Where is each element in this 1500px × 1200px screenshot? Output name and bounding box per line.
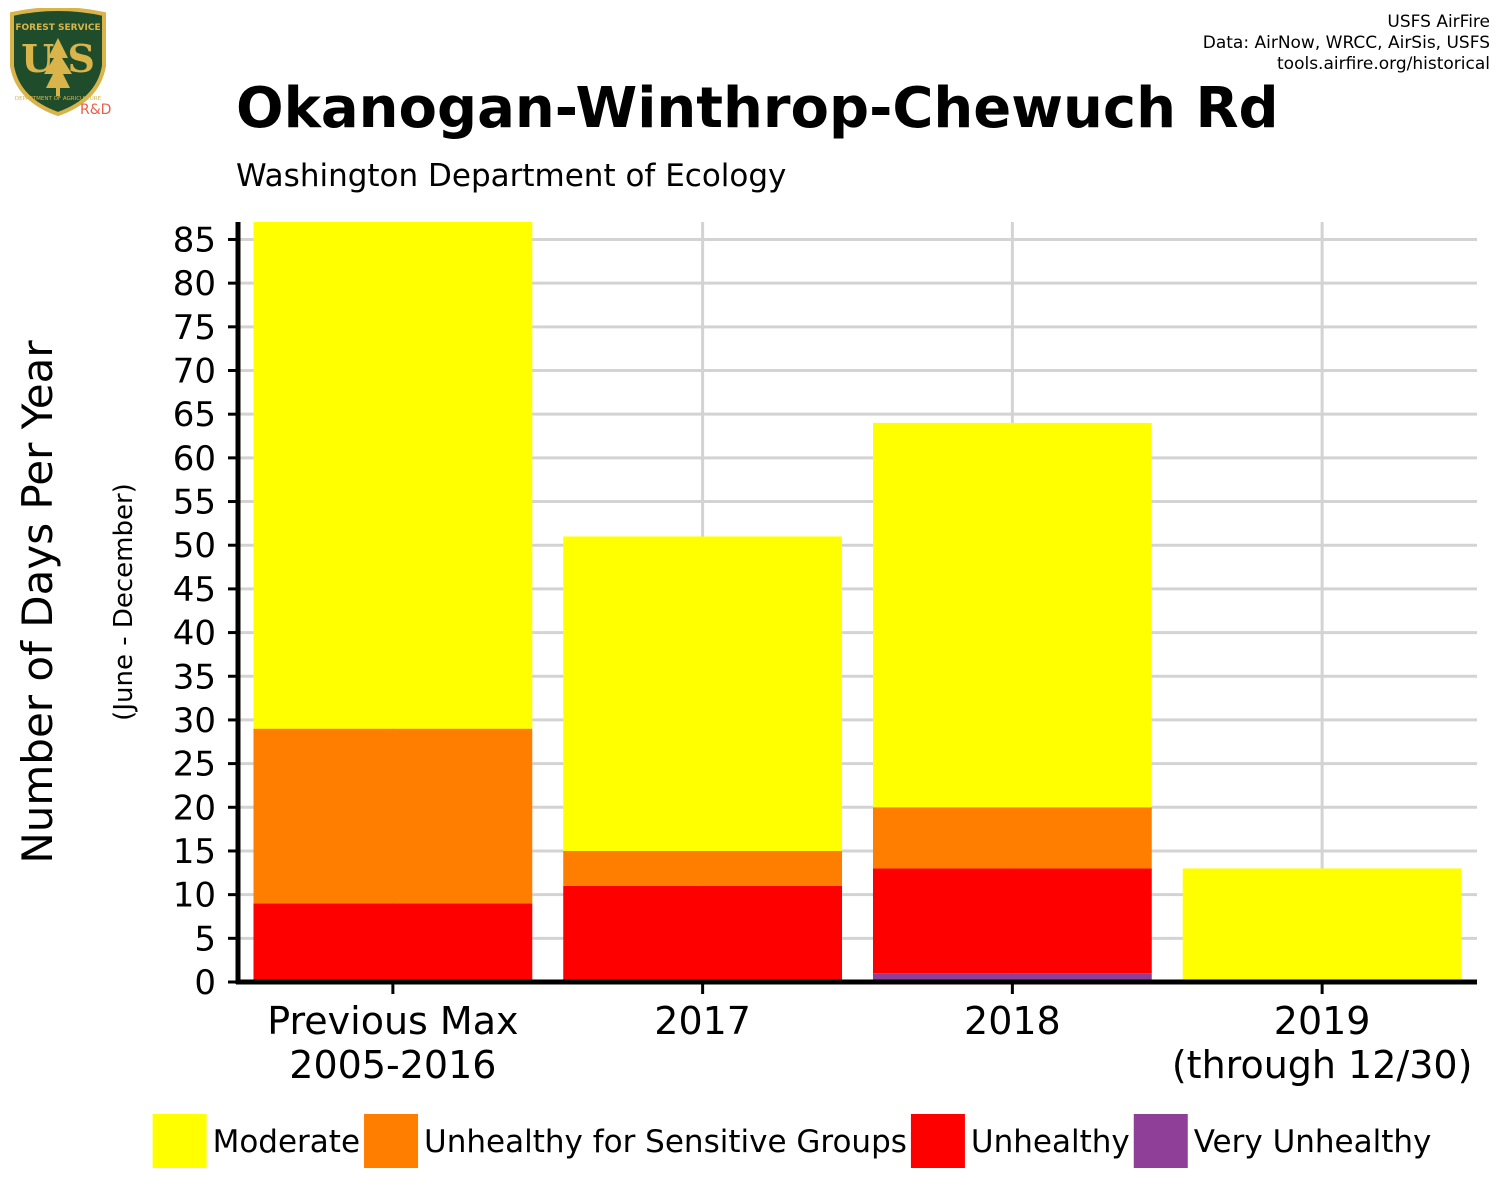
y-tick-label: 15 xyxy=(173,832,216,872)
usfs-logo: FOREST SERVICE U S DEPARTMENT OF AGRICUL… xyxy=(10,8,111,118)
y-tick-label: 0 xyxy=(194,963,216,1003)
y-tick-label: 20 xyxy=(173,788,216,828)
y-tick-label: 70 xyxy=(173,352,216,392)
credit-url: tools.airfire.org/historical xyxy=(1277,54,1490,74)
y-tick-label: 65 xyxy=(173,395,216,435)
credit-source: USFS AirFire xyxy=(1387,12,1490,32)
x-tick-label: 2005-2016 xyxy=(289,1043,496,1087)
bar-segment xyxy=(563,850,843,886)
bar-segment xyxy=(872,868,1152,974)
bar-segment xyxy=(253,728,533,904)
legend-label: Unhealthy xyxy=(971,1124,1130,1160)
bar-segment xyxy=(563,536,843,851)
y-tick-label: 50 xyxy=(173,526,216,566)
y-tick-label: 75 xyxy=(173,308,216,348)
legend-label: Very Unhealthy xyxy=(1194,1124,1432,1160)
legend-swatch xyxy=(910,1114,965,1168)
y-axis-sublabel: (June - December) xyxy=(109,483,139,721)
y-tick-label: 55 xyxy=(173,483,216,523)
y-tick-label: 30 xyxy=(173,701,216,741)
y-tick-label: 25 xyxy=(173,745,216,785)
legend-label: Unhealthy for Sensitive Groups xyxy=(424,1124,907,1160)
legend-swatch xyxy=(1133,1114,1188,1168)
logo-bottom-text: DEPARTMENT OF AGRICULTURE xyxy=(15,96,102,102)
bar-segment xyxy=(872,807,1152,869)
x-tick-label: Previous Max xyxy=(267,999,518,1043)
bar-segment xyxy=(1182,868,1462,982)
y-axis-label: Number of Days Per Year xyxy=(13,340,62,864)
bar-segment xyxy=(872,422,1152,808)
chart-title: Okanogan-Winthrop-Chewuch Rd xyxy=(236,76,1279,141)
y-tick-label: 45 xyxy=(173,570,216,610)
logo-top-text: FOREST SERVICE xyxy=(15,23,100,33)
credit-data: Data: AirNow, WRCC, AirSis, USFS xyxy=(1202,33,1490,53)
tree-icon xyxy=(44,38,72,96)
legend-swatch xyxy=(152,1114,207,1168)
x-tick-label: 2019 xyxy=(1274,999,1371,1043)
bar-segment xyxy=(253,222,533,729)
rd-badge: R&D xyxy=(80,102,111,118)
bar-segment xyxy=(253,903,533,982)
x-tick-label: 2017 xyxy=(654,999,751,1043)
y-tick-label: 35 xyxy=(173,657,216,697)
bar-segment xyxy=(563,885,843,982)
legend-swatch xyxy=(364,1114,419,1168)
y-tick-label: 80 xyxy=(173,264,216,304)
y-tick-label: 5 xyxy=(194,919,216,959)
x-tick-label: 2018 xyxy=(964,999,1061,1043)
y-tick-label: 40 xyxy=(173,614,216,654)
y-tick-label: 10 xyxy=(173,876,216,916)
y-tick-label: 60 xyxy=(173,439,216,479)
chart-subtitle: Washington Department of Ecology xyxy=(236,158,786,194)
bar-segment xyxy=(872,973,1152,982)
x-tick-label: (through 12/30) xyxy=(1172,1043,1473,1087)
y-tick-label: 85 xyxy=(173,220,216,260)
legend-label: Moderate xyxy=(213,1124,360,1160)
